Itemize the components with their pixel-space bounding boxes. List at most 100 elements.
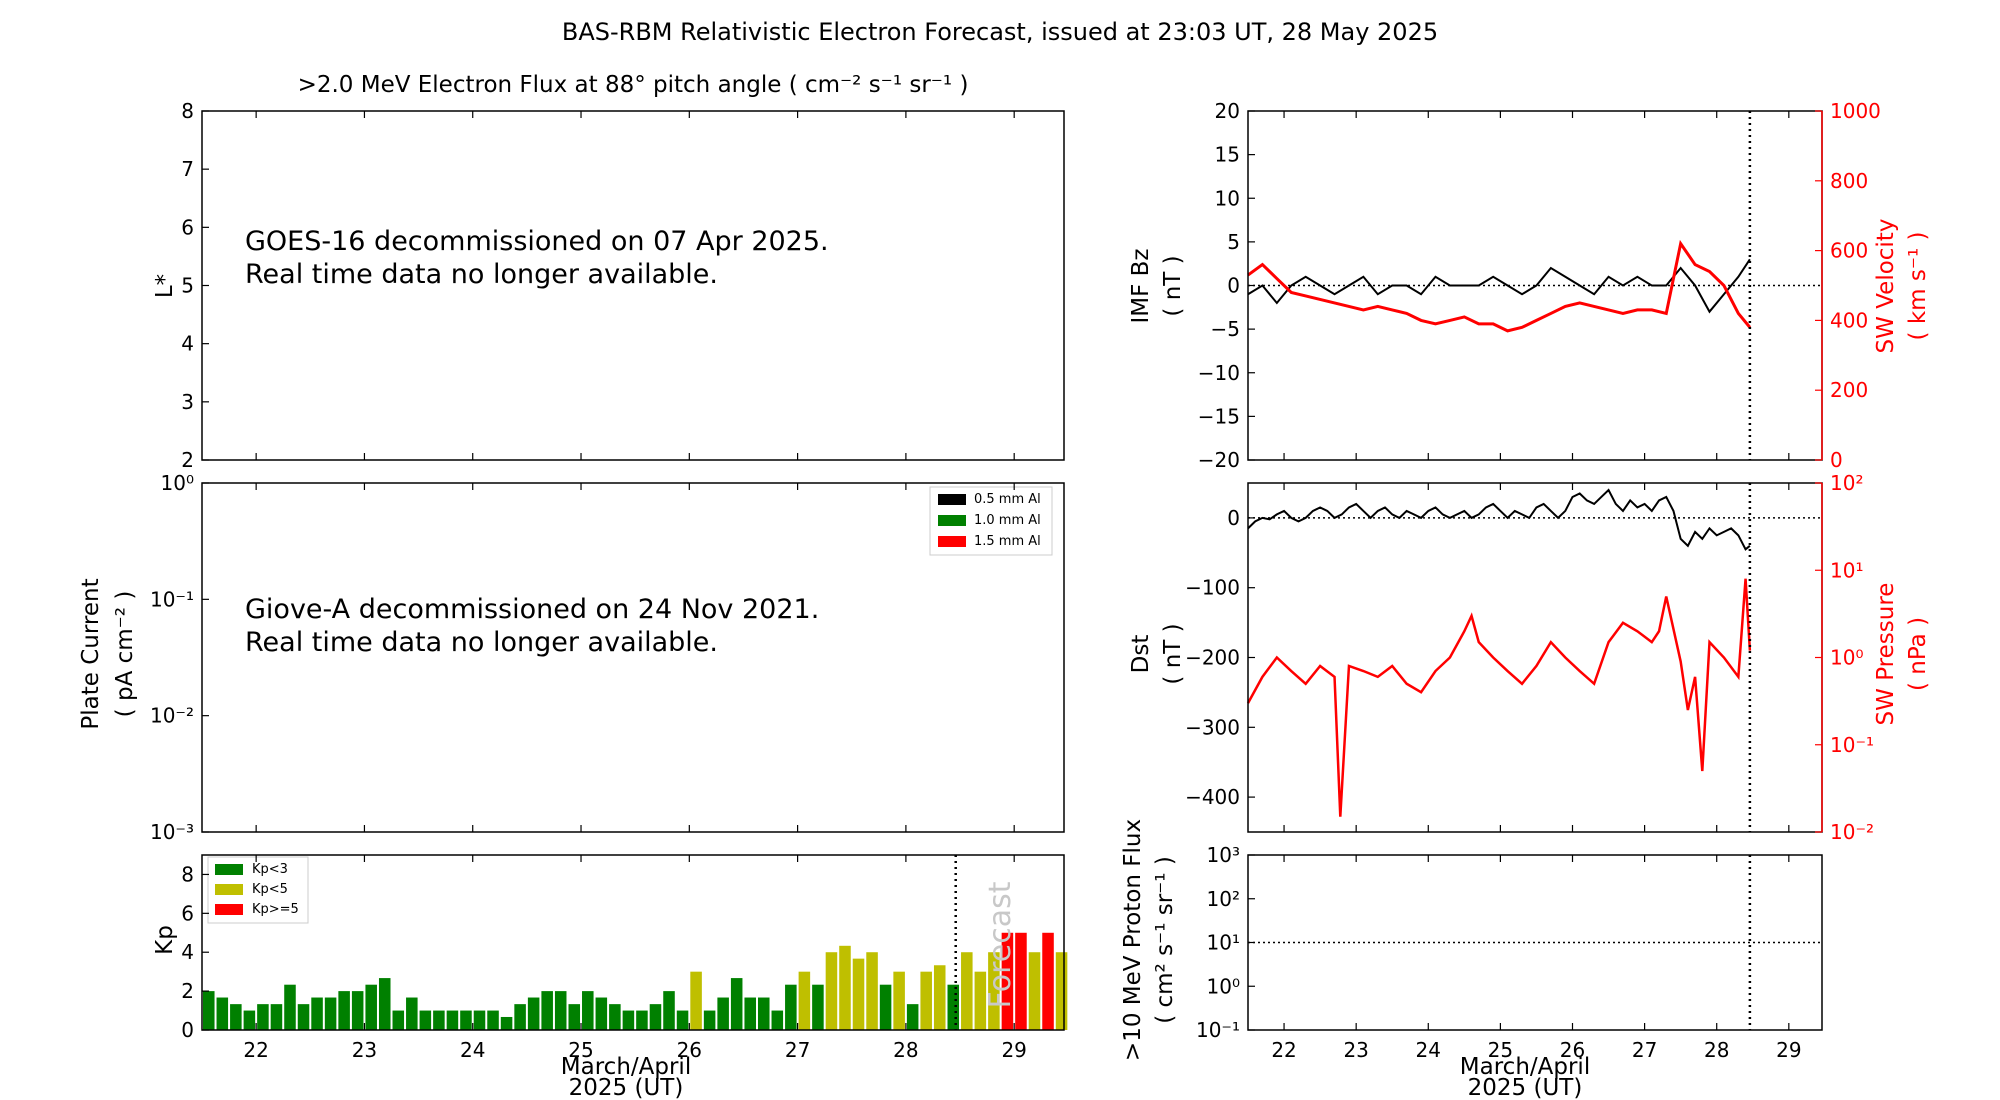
- kp-bar: [554, 991, 567, 1030]
- kp-ytick-label: 2: [181, 979, 194, 1003]
- kp-bar: [717, 997, 729, 1030]
- kp-bars: [203, 932, 1068, 1030]
- kp-bar: [920, 971, 932, 1030]
- kp-ytick-label: 8: [181, 862, 194, 886]
- proton-flux-panel: March/April 2025 (UT): [1460, 1054, 1590, 1100]
- flux-message-line1: GOES-16 decommissioned on 07 Apr 2025.: [245, 226, 829, 257]
- electron-flux-panel: >2.0 MeV Electron Flux at 88° pitch angl…: [245, 72, 968, 290]
- imf-bz-line: [1247, 258, 1751, 314]
- kp-bar: [433, 1010, 445, 1030]
- kp-bar: [351, 991, 364, 1030]
- pressure-y2tick-label: 10⁰: [1830, 646, 1863, 670]
- kp-xtick-label: 22: [243, 1038, 268, 1062]
- velocity-y2tick-label: 600: [1830, 239, 1868, 263]
- imf-ytick-label: 20: [1215, 99, 1240, 123]
- flux-ytick-label: 5: [181, 274, 194, 298]
- kp-bar: [1015, 932, 1027, 1030]
- proton-ytick-label: 10⁰: [1207, 974, 1240, 998]
- kp-bar: [324, 997, 337, 1030]
- dst-lines: [1246, 483, 1822, 832]
- kp-panel: Forecast Kp<3 Kp<5 Kp>=5 March/April 202…: [203, 856, 1068, 1100]
- kp-bar: [541, 991, 553, 1030]
- kp-bar: [419, 1010, 432, 1030]
- imf-ytick-label: 15: [1215, 143, 1240, 167]
- flux-ytick-label: 2: [181, 448, 194, 472]
- imf-ytick-label: 0: [1227, 274, 1240, 298]
- kp-bar: [649, 1004, 662, 1030]
- kp-bar: [514, 1004, 526, 1030]
- kp-bar: [230, 1004, 242, 1030]
- kp-bar: [893, 971, 905, 1030]
- kp-bar: [338, 991, 350, 1030]
- kp-bar: [527, 997, 540, 1030]
- kp-bar: [663, 991, 675, 1030]
- imf-ytick-label: −15: [1198, 404, 1240, 428]
- kp-bar: [609, 1004, 621, 1030]
- flux-ytick-label: 7: [181, 157, 194, 181]
- kp-bar: [825, 952, 838, 1030]
- forecast-label: Forecast: [983, 881, 1018, 1008]
- kp-bar: [798, 971, 811, 1030]
- kp-bar: [216, 997, 229, 1030]
- kp-bar: [500, 1016, 513, 1030]
- kp-bar: [595, 997, 608, 1030]
- pressure-y2tick-label: 10⁻¹: [1830, 733, 1874, 757]
- plate-message-line1: Giove-A decommissioned on 24 Nov 2021.: [245, 594, 819, 625]
- proton-ylabel: >10 MeV Proton Flux: [1120, 819, 1146, 1061]
- proton-ylabel-units: ( cm² s⁻¹ sr⁻¹ ): [1152, 856, 1178, 1024]
- kp-bar: [311, 997, 323, 1030]
- kp-bar: [812, 984, 824, 1030]
- legend-label-0-5mm: 0.5 mm Al: [974, 492, 1041, 507]
- kp-bar: [690, 971, 702, 1030]
- legend-swatch-0-5mm: [938, 494, 966, 505]
- flux-message-line2: Real time data no longer available.: [245, 259, 718, 290]
- kp-legend-label-mid: Kp<5: [252, 882, 288, 897]
- proton-xtick-label: 26: [1560, 1038, 1585, 1062]
- imf-ylabel: IMF Bz: [1128, 248, 1154, 323]
- kp-axes-frame: [201, 854, 1065, 1031]
- proton-xtick-label: 28: [1704, 1038, 1729, 1062]
- velocity-y2tick-label: 0: [1830, 448, 1843, 472]
- kp-xtick-label: 25: [568, 1038, 593, 1062]
- plate-ytick-label: 10⁻³: [150, 820, 194, 844]
- kp-ytick-label: 0: [181, 1018, 194, 1042]
- imf-ytick-label: 10: [1215, 186, 1240, 210]
- dst-ytick-label: −300: [1185, 715, 1240, 739]
- plate-ytick-label: 10⁻¹: [150, 587, 194, 611]
- kp-legend-label-high: Kp>=5: [252, 902, 299, 917]
- kp-bar: [961, 952, 973, 1030]
- velocity-ylabel-units: ( km s⁻¹ ): [1905, 232, 1931, 341]
- kp-bar: [785, 984, 797, 1030]
- kp-bar: [744, 997, 756, 1030]
- kp-bar: [636, 1010, 648, 1030]
- kp-bar: [879, 984, 892, 1030]
- kp-legend-swatch-mid: [215, 884, 243, 895]
- dst-line: [1247, 488, 1751, 551]
- proton-ytick-label: 10²: [1207, 887, 1240, 911]
- velocity-y2tick-label: 200: [1830, 378, 1868, 402]
- kp-bar: [1055, 952, 1068, 1030]
- kp-bar: [487, 1010, 499, 1030]
- kp-bar: [622, 1010, 635, 1030]
- plate-ylabel-units: ( pA cm⁻² ): [112, 591, 138, 718]
- kp-bar: [473, 1010, 486, 1030]
- flux-ytick-label: 8: [181, 99, 194, 123]
- kp-legend-swatch-high: [215, 904, 243, 915]
- dst-ylabel-units: ( nT ): [1160, 623, 1186, 684]
- plate-current-panel: Giove-A decommissioned on 24 Nov 2021. R…: [245, 486, 1053, 658]
- kp-xlabel-line2: 2025 (UT): [569, 1075, 684, 1100]
- kp-ytick-label: 6: [181, 901, 194, 925]
- legend-swatch-1-5mm: [938, 536, 966, 547]
- kp-bar: [906, 1004, 919, 1030]
- imf-ytick-label: 5: [1227, 230, 1240, 254]
- kp-bar: [1001, 932, 1014, 1030]
- kp-bar: [757, 997, 770, 1030]
- kp-xtick-label: 23: [352, 1038, 377, 1062]
- velocity-ylabel: SW Velocity: [1873, 219, 1899, 354]
- flux-ylabel: L*: [152, 274, 178, 298]
- kp-bar: [378, 978, 391, 1030]
- flux-ytick-label: 4: [181, 332, 194, 356]
- flux-ytick-label: 6: [181, 215, 194, 239]
